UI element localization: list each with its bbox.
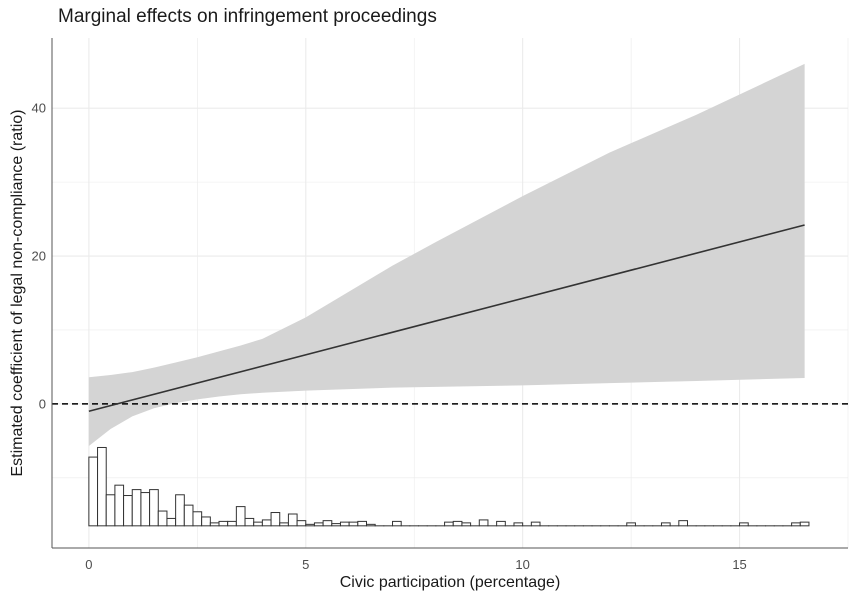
confidence-band-layer: [88, 63, 805, 447]
histogram-bar: [392, 520, 402, 527]
histogram-bar: [322, 520, 333, 527]
histogram-bar: [530, 521, 541, 527]
histogram-bar: [799, 521, 810, 527]
histogram-bar: [218, 520, 229, 527]
histogram-bar: [97, 446, 107, 527]
tick-labels-layer: 0 5 10 15 0 20 40: [32, 101, 747, 572]
histogram-bar: [287, 513, 298, 527]
x-axis-label: Civic participation (percentage): [340, 574, 561, 591]
histogram-bar: [131, 489, 142, 527]
y-tick-label: 40: [32, 101, 46, 116]
histogram-bar: [192, 511, 203, 527]
histogram-bar: [339, 521, 350, 527]
histogram-bar: [660, 522, 671, 527]
histogram-bar: [227, 520, 237, 527]
histogram-bar: [209, 522, 220, 527]
histogram-layer: [88, 446, 810, 527]
histogram-bar: [175, 494, 185, 527]
histogram-bar: [279, 522, 289, 527]
histogram-bar: [305, 523, 315, 527]
histogram-bar: [452, 520, 463, 527]
histogram-bar: [444, 521, 454, 527]
x-tick-label: 15: [732, 557, 746, 572]
histogram-bar: [270, 512, 281, 527]
chart-title: Marginal effects on infringement proceed…: [58, 6, 437, 27]
confidence-band: [88, 63, 805, 447]
histogram-bar: [365, 523, 376, 527]
histogram-bar: [331, 523, 341, 527]
histogram-bar: [791, 522, 801, 527]
histogram-bar: [496, 520, 506, 527]
histogram-bar: [739, 522, 749, 527]
x-tick-label: 0: [85, 557, 92, 572]
axes-layer: [51, 38, 848, 549]
histogram-bar: [313, 522, 324, 527]
marginal-effect-line: [88, 224, 805, 413]
histogram-bar: [166, 517, 177, 527]
histogram-bar: [253, 521, 263, 527]
histogram-bar: [123, 495, 133, 527]
histogram-bar: [478, 519, 489, 527]
histogram-bar: [244, 517, 255, 527]
y-tick-label: 0: [39, 396, 46, 411]
histogram-bar: [626, 522, 636, 527]
histogram-bar: [201, 516, 211, 527]
histogram-bar: [348, 521, 359, 527]
histogram-bar: [114, 484, 125, 527]
histogram-bar: [357, 520, 367, 527]
histogram-bar: [105, 494, 116, 527]
histogram-bar: [149, 489, 159, 527]
x-tick-label: 5: [302, 557, 309, 572]
y-tick-label: 20: [32, 249, 46, 264]
histogram-bar: [678, 520, 688, 527]
histogram-bar: [183, 504, 194, 527]
histogram-bar: [296, 520, 307, 527]
y-axis-label: Estimated coefficient of legal non-compl…: [9, 110, 26, 477]
histogram-bar: [461, 522, 472, 527]
histogram-bar: [140, 492, 151, 527]
histogram-bar: [513, 522, 524, 527]
histogram-bar: [88, 456, 99, 527]
histogram-bar: [235, 506, 246, 527]
effect-line-layer: [88, 224, 805, 413]
histogram-bar: [261, 519, 272, 527]
histogram-bar: [157, 510, 168, 527]
x-tick-label: 10: [515, 557, 529, 572]
